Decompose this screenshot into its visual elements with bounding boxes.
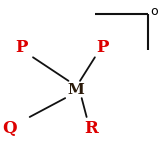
- Text: Q: Q: [3, 120, 17, 137]
- Text: P: P: [96, 39, 109, 56]
- Text: o: o: [150, 5, 158, 18]
- Text: R: R: [84, 120, 98, 137]
- Text: P: P: [15, 39, 28, 56]
- Text: M: M: [67, 83, 84, 97]
